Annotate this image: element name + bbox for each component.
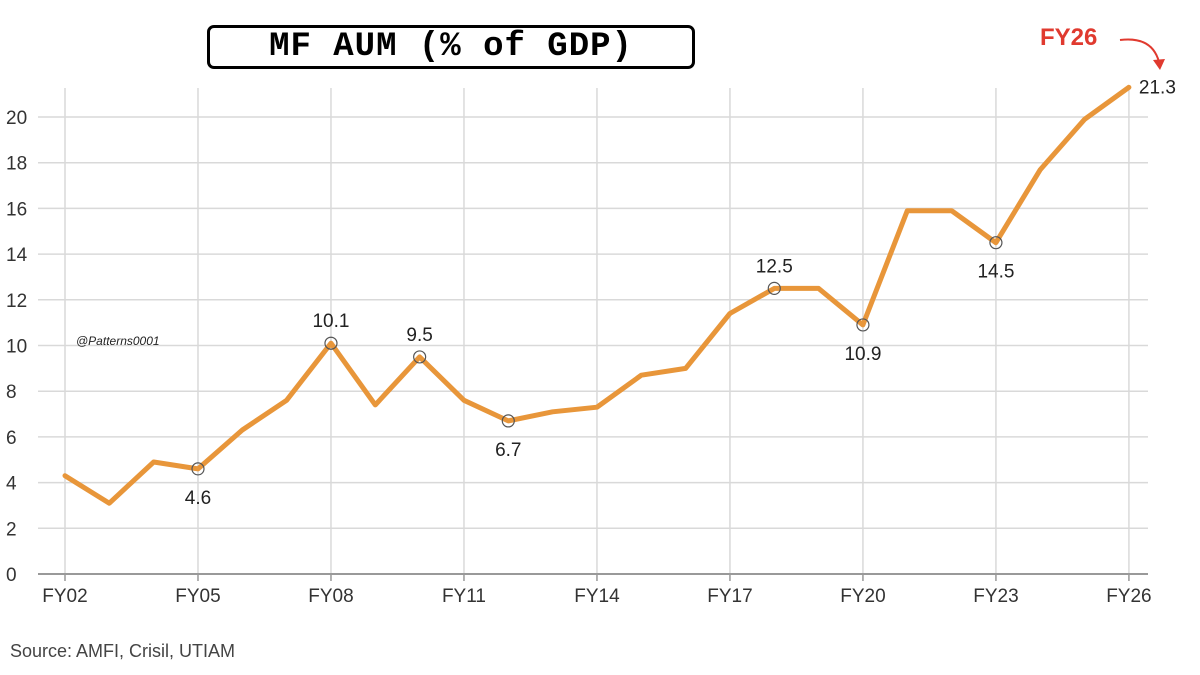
series-line — [62, 84, 1132, 506]
data-label-FY23: 14.5 — [977, 262, 1014, 283]
grid-layer — [38, 88, 1148, 574]
y-tick-label-14: 14 — [6, 245, 28, 266]
source-note: Source: AMFI, Crisil, UTIAM — [10, 641, 236, 661]
data-label-FY12: 6.7 — [495, 440, 521, 461]
data-label-FY08: 10.1 — [312, 311, 349, 332]
highlight-annotation: FY26 — [1040, 24, 1165, 70]
y-tick-label-20: 20 — [6, 108, 27, 129]
y-tick-label-0: 0 — [6, 565, 17, 586]
x-tick-label-FY26: FY26 — [1106, 586, 1151, 607]
y-tick-label-6: 6 — [6, 428, 17, 449]
data-label-FY20: 10.9 — [844, 344, 881, 365]
y-tick-label-8: 8 — [6, 382, 17, 403]
data-label-FY05: 4.6 — [185, 488, 211, 509]
x-tick-label-FY11: FY11 — [442, 586, 486, 607]
x-tick-label-FY23: FY23 — [973, 586, 1018, 607]
data-label-FY18: 12.5 — [756, 256, 793, 277]
marker-layer — [191, 236, 1003, 476]
data-point-FY12 — [501, 414, 515, 428]
chart-title: MF AUM (% of GDP) — [207, 25, 695, 69]
x-tick-label-FY02: FY02 — [42, 586, 87, 607]
data-label-FY26: 21.3 — [1139, 77, 1176, 98]
label-layer: 4.6 10.1 9.5 6.7 12.5 10.9 14.5 21.3 — [185, 77, 1176, 509]
watermark-text: @Patterns0001 — [76, 334, 160, 348]
data-point-FY23 — [989, 236, 1003, 250]
x-tick-label-FY05: FY05 — [175, 586, 220, 607]
y-tick-label-4: 4 — [6, 474, 17, 495]
data-label-FY10: 9.5 — [406, 325, 432, 346]
y-tick-label-10: 10 — [6, 337, 27, 358]
y-tick-label-16: 16 — [6, 199, 27, 220]
x-tick-label-FY14: FY14 — [574, 586, 620, 607]
data-point-FY10 — [413, 350, 427, 364]
highlight-label: FY26 — [1040, 24, 1097, 51]
data-point-FY18 — [767, 281, 781, 295]
data-point-FY08 — [324, 336, 338, 350]
highlight-arrowhead — [1153, 59, 1165, 70]
line-layer — [62, 84, 1132, 506]
y-tick-label-12: 12 — [6, 291, 27, 312]
highlight-arrow — [1119, 38, 1160, 63]
x-tick-label-FY20: FY20 — [840, 586, 885, 607]
data-point-FY20 — [856, 318, 870, 332]
x-tick-label-FY08: FY08 — [308, 586, 353, 607]
axis-layer: 0 2 4 6 8 10 12 14 16 18 20 FY02 FY05 FY08 FY11 FY14 FY1… — [6, 108, 1152, 607]
data-point-FY05 — [191, 462, 205, 476]
x-tick-label-FY17: FY17 — [707, 586, 752, 607]
y-tick-label-2: 2 — [6, 519, 17, 540]
y-tick-label-18: 18 — [6, 154, 27, 175]
